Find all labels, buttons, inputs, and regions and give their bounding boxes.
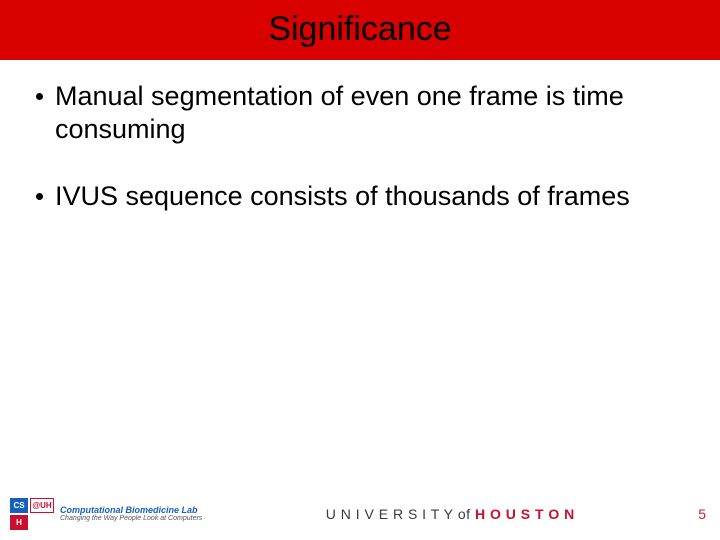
university-of: of [458,506,471,522]
lab-name: Computational Biomedicine Lab [60,506,202,515]
university-name: H O U S T O N [475,506,575,522]
lab-tagline: Changing the Way People Look at Computer… [60,515,202,522]
university-pre: U N I V E R S I T Y [326,506,454,522]
footer-left: CS @UH H Computational Biomedicine Lab C… [10,498,202,530]
university-wordmark: U N I V E R S I T Y of H O U S T O N [326,506,575,522]
badge-cs-icon: CS [10,498,28,513]
bullet-icon [36,93,43,100]
list-item: IVUS sequence consists of thousands of f… [36,180,684,213]
page-number: 5 [698,506,706,522]
slide: Significance Manual segmentation of even… [0,0,720,540]
lab-badge: CS @UH H [10,498,54,530]
bullet-text: Manual segmentation of even one frame is… [55,80,684,146]
list-item: Manual segmentation of even one frame is… [36,80,684,146]
slide-title: Significance [268,10,451,48]
badge-h-icon: H [10,515,28,530]
bullet-list: Manual segmentation of even one frame is… [0,60,720,213]
bullet-icon [36,193,43,200]
title-bar: Significance [0,0,720,60]
slide-footer: CS @UH H Computational Biomedicine Lab C… [0,490,720,540]
badge-uh-icon: @UH [30,498,54,513]
bullet-text: IVUS sequence consists of thousands of f… [55,180,630,213]
lab-text: Computational Biomedicine Lab Changing t… [60,506,202,522]
